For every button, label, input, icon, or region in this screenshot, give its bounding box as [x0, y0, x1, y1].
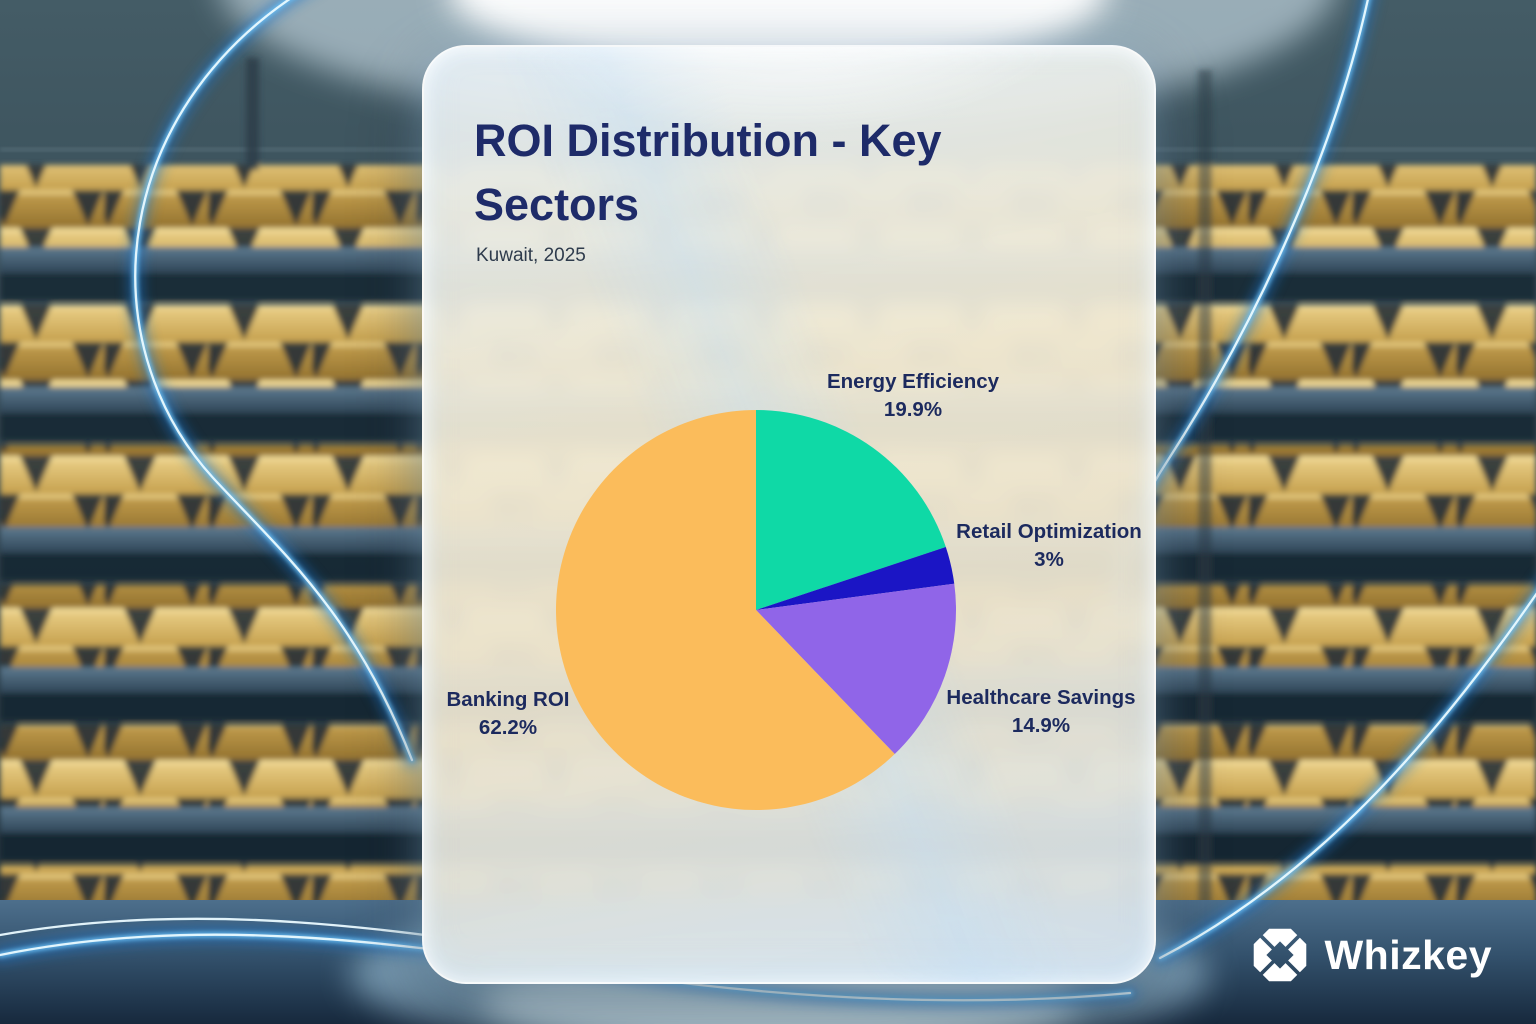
pie-chart-svg	[555, 410, 956, 810]
slice-label-pct: 19.9%	[883, 397, 943, 421]
slice-label-pct: 14.9%	[1011, 713, 1071, 737]
slice-label-healthcare-savings: Healthcare Savings 14.9%	[946, 684, 1135, 739]
pie-slice-energy-efficiency	[756, 410, 946, 610]
slice-label-pct: 62.2%	[478, 715, 538, 739]
slice-label-pct: 3%	[1034, 547, 1064, 571]
chart-title: ROI Distribution - Key Sectors	[474, 109, 942, 237]
slice-label-banking-roi: Banking ROI 62.2%	[446, 686, 569, 741]
pie-chart	[554, 408, 958, 812]
slice-label-retail-optimization: Retail Optimization 3%	[956, 518, 1142, 573]
pie-slice-healthcare-savings	[756, 583, 956, 755]
chart-title-line2: Sectors	[474, 179, 640, 230]
chart-title-line1: ROI Distribution - Key	[474, 115, 942, 166]
slice-label-name: Energy Efficiency	[826, 370, 1000, 393]
slice-label-name: Healthcare Savings	[946, 686, 1136, 709]
chart-subtitle: Kuwait, 2025	[476, 245, 586, 266]
glass-card: ROI Distribution - Key Sectors Kuwait, 2…	[422, 45, 1156, 984]
slice-label-name: Retail Optimization	[956, 520, 1142, 543]
slice-label-energy-efficiency: Energy Efficiency 19.9%	[827, 368, 999, 423]
brand-name: Whizkey	[1324, 931, 1492, 978]
brand-logo: Whizkey	[1251, 926, 1492, 984]
slice-label-name: Banking ROI	[446, 688, 570, 711]
pie-slice-retail-optimization	[756, 547, 955, 610]
aperture-icon	[1251, 926, 1310, 984]
pie-slice-banking-roi	[555, 410, 895, 810]
